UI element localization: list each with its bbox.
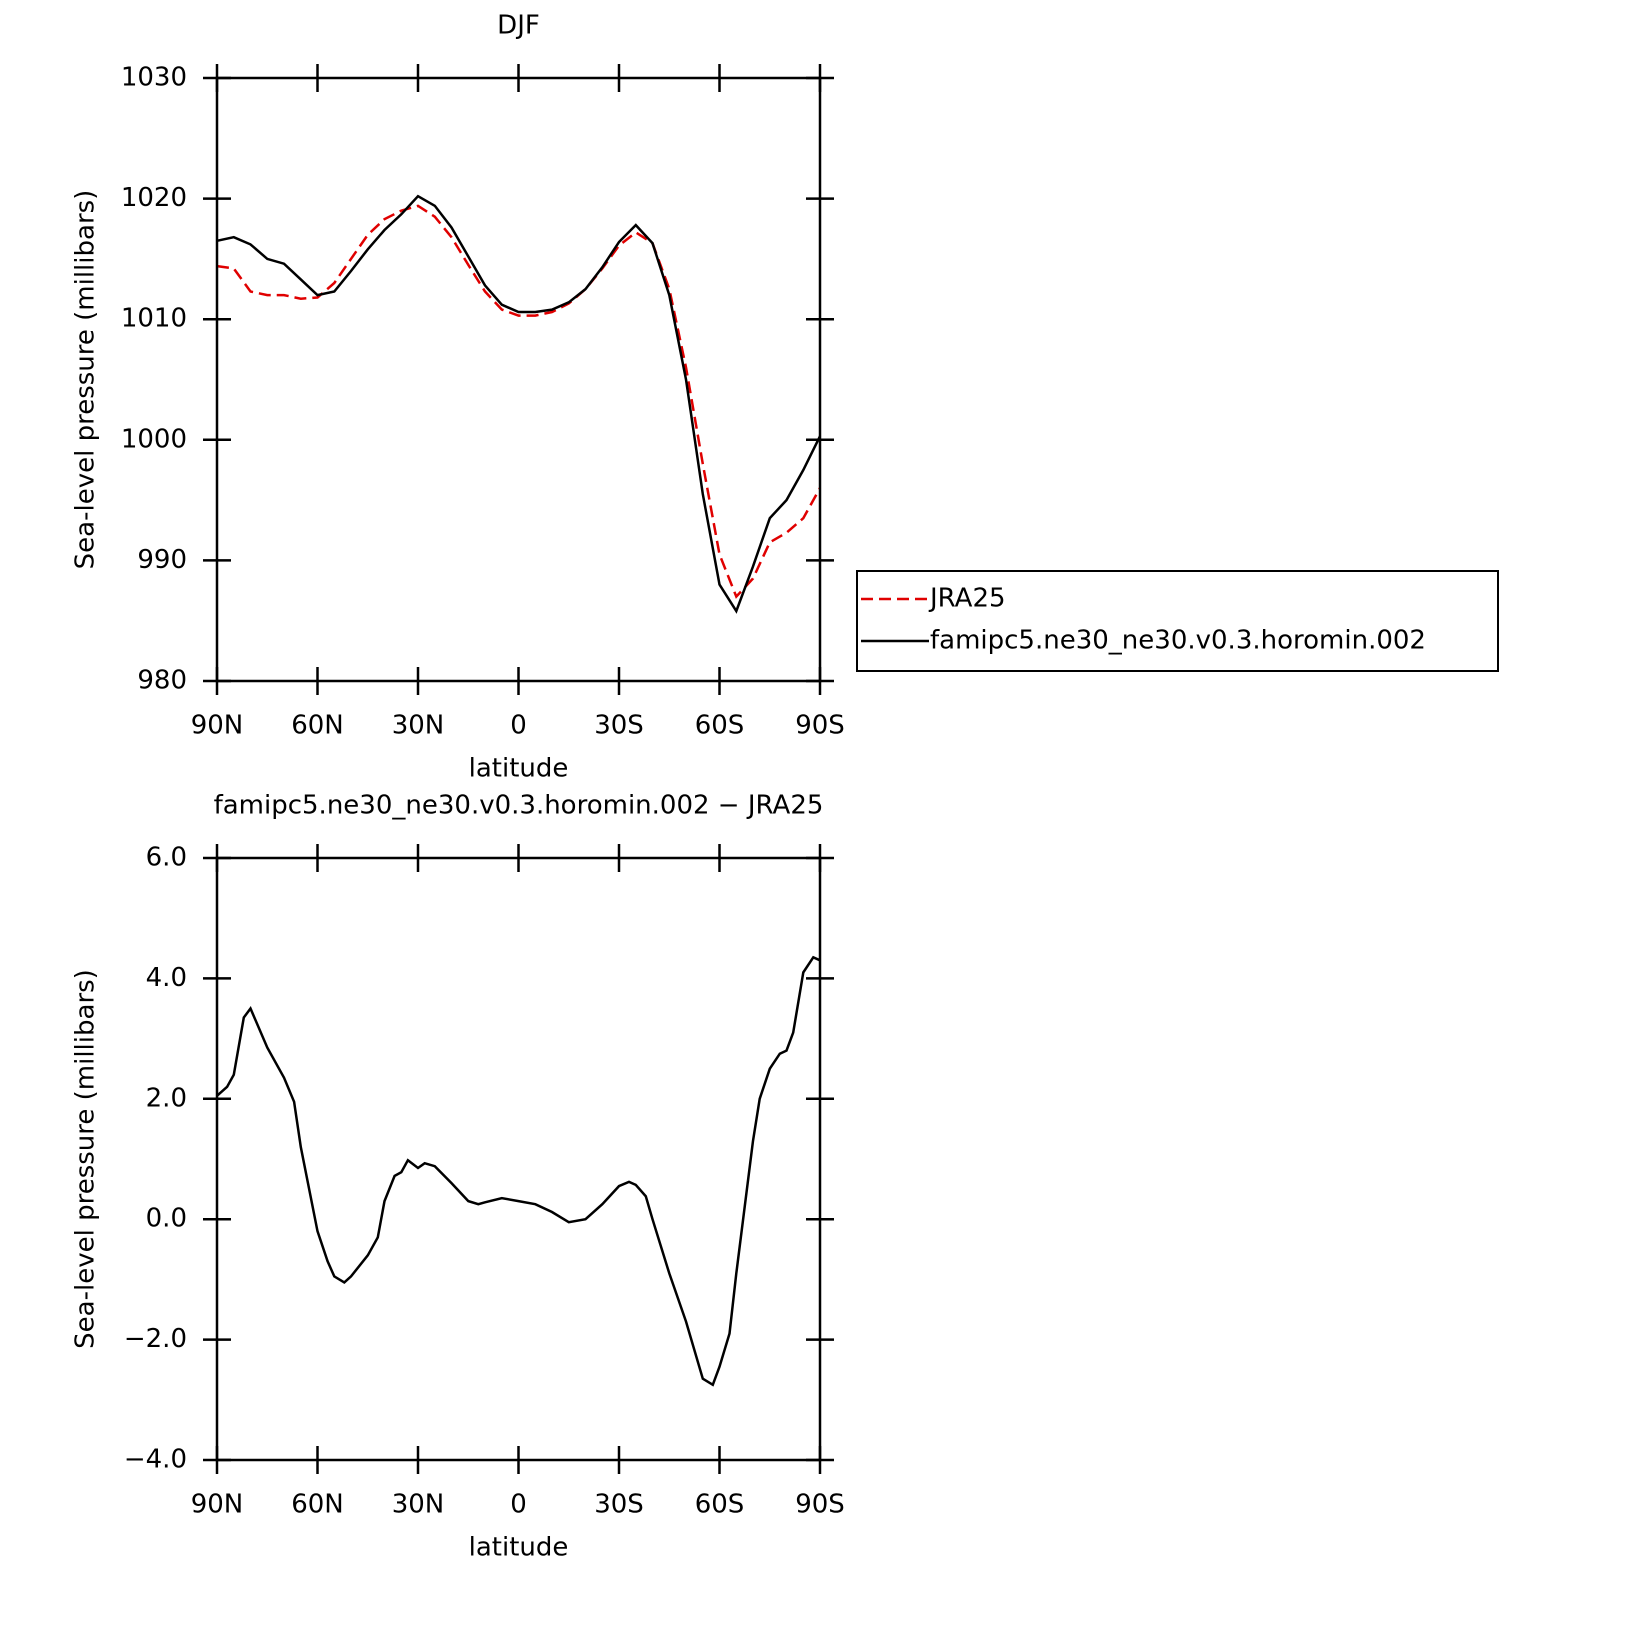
- data-line: [216, 204, 822, 599]
- x-tick-label: 90S: [795, 711, 845, 741]
- chart-title: DJF: [497, 11, 540, 41]
- chart-title: famipc5.ne30_ne30.v0.3.horomin.002 − JRA…: [214, 791, 824, 821]
- x-axis-label: latitude: [469, 1533, 569, 1563]
- x-axis-label: latitude: [469, 754, 569, 784]
- x-tick-label: 30S: [594, 1490, 644, 1520]
- y-tick-label: 6.0: [146, 843, 187, 873]
- legend-label: JRA25: [928, 584, 1006, 614]
- x-tick-label: 60N: [291, 711, 344, 741]
- legend-label: famipc5.ne30_ne30.v0.3.horomin.002: [930, 626, 1426, 656]
- x-tick-label: 30N: [392, 711, 445, 741]
- x-tick-label: 60S: [695, 1490, 745, 1520]
- y-tick-label: 990: [137, 545, 187, 575]
- y-tick-label: 4.0: [146, 963, 187, 993]
- x-tick-label: 90N: [191, 711, 244, 741]
- x-tick-label: 30S: [594, 711, 644, 741]
- x-tick-label: 30N: [392, 1490, 445, 1520]
- y-axis-label: Sea-level pressure (millibars): [71, 190, 101, 570]
- y-tick-label: −2.0: [124, 1324, 187, 1354]
- legend-box: [856, 570, 1499, 672]
- x-tick-label: 60N: [291, 1490, 344, 1520]
- plot-frame: [215, 856, 822, 1462]
- y-tick-label: 1000: [121, 424, 187, 454]
- x-tick-label: 90N: [191, 1490, 244, 1520]
- data-line: [216, 194, 822, 614]
- x-tick-label: 0: [510, 711, 527, 741]
- y-tick-label: 980: [137, 666, 187, 696]
- x-tick-label: 0: [510, 1490, 527, 1520]
- x-tick-label: 90S: [795, 1490, 845, 1520]
- data-line: [216, 955, 821, 1387]
- y-tick-label: 1020: [121, 183, 187, 213]
- y-tick-label: 0.0: [146, 1204, 187, 1234]
- y-tick-label: 2.0: [146, 1083, 187, 1113]
- plot-frame: [215, 76, 822, 683]
- x-tick-label: 60S: [695, 711, 745, 741]
- y-axis-label: Sea-level pressure (millibars): [71, 969, 101, 1349]
- y-tick-label: 1030: [121, 63, 187, 93]
- y-tick-label: −4.0: [124, 1445, 187, 1475]
- y-tick-label: 1010: [121, 304, 187, 334]
